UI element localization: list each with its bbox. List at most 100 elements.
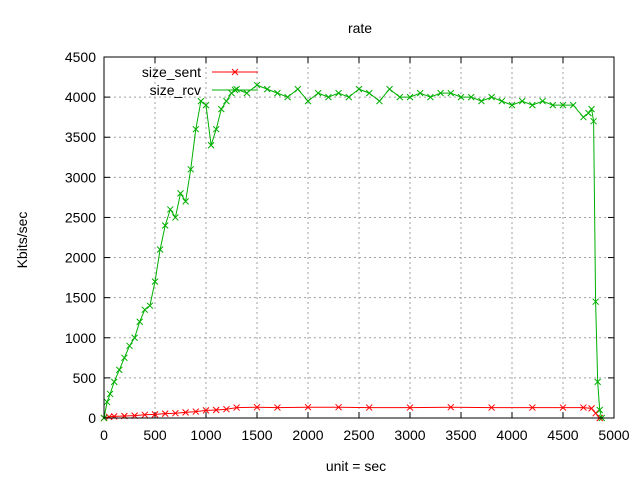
data-point: [115, 366, 123, 374]
data-point: [172, 409, 179, 417]
legend-marker: [231, 68, 239, 76]
data-point: [596, 406, 604, 414]
data-point: [406, 404, 414, 411]
data-point: [146, 302, 154, 310]
data-point: [569, 101, 577, 109]
x-tick-label: 1000: [190, 427, 221, 443]
data-point: [437, 89, 444, 97]
data-point: [325, 93, 332, 101]
data-point: [217, 105, 225, 113]
data-point: [314, 89, 322, 97]
data-point: [126, 342, 133, 350]
y-tick-label: 2000: [65, 250, 96, 266]
data-point: [192, 125, 200, 133]
data-point: [365, 404, 373, 411]
data-point: [335, 89, 342, 97]
data-point: [243, 89, 251, 97]
data-point: [284, 93, 291, 101]
data-point: [121, 354, 128, 362]
data-point: [580, 113, 587, 121]
data-point: [141, 306, 149, 314]
data-point: [457, 93, 465, 101]
x-tick-label: 3500: [445, 427, 476, 443]
data-point: [508, 101, 516, 109]
data-point: [590, 117, 597, 125]
data-point: [263, 85, 271, 93]
data-point: [103, 398, 111, 406]
data-point: [559, 101, 567, 109]
data-point: [355, 85, 363, 93]
data-point: [187, 165, 195, 173]
axis-ticks: 0 500 1000 1500 2000 2500 3000 3500 4000 4500 5000…: [65, 49, 630, 443]
data-point: [396, 93, 404, 101]
data-point: [207, 141, 215, 149]
x-tick-label: 2500: [343, 427, 374, 443]
y-tick-label: 2500: [65, 209, 96, 225]
data-point: [335, 403, 342, 411]
legend: size_sent size_rcv: [142, 64, 258, 98]
x-tick-label: 0: [100, 427, 108, 443]
series-line: [103, 406, 601, 419]
data-point: [529, 101, 536, 109]
x-tick-label: 4500: [547, 427, 578, 443]
data-point: [161, 410, 169, 417]
data-point: [529, 404, 536, 411]
plot-series: [100, 81, 606, 422]
data-point: [233, 404, 240, 411]
data-point: [141, 411, 149, 419]
x-tick-label: 500: [143, 427, 167, 443]
data-point: [177, 190, 184, 197]
data-point: [592, 298, 599, 306]
data-point: [212, 125, 220, 133]
data-point: [594, 378, 602, 386]
data-point: [498, 97, 506, 105]
data-point: [294, 85, 302, 93]
data-point: [592, 409, 599, 417]
y-tick-label: 1000: [65, 330, 96, 346]
x-tick-label: 4000: [496, 427, 527, 443]
data-point: [478, 97, 485, 105]
data-point: [182, 409, 189, 416]
data-point: [304, 403, 312, 411]
data-point: [416, 89, 424, 97]
y-tick-label: 3000: [65, 169, 96, 185]
legend-label: size_rcv: [150, 82, 201, 98]
series-size_rcv: [100, 81, 606, 422]
data-point: [585, 109, 592, 117]
data-point: [202, 407, 210, 414]
data-point: [172, 214, 179, 221]
data-point: [580, 404, 587, 411]
data-point: [274, 404, 281, 411]
data-point: [518, 97, 526, 105]
data-point: [304, 97, 312, 105]
x-axis-label: unit = sec: [326, 458, 386, 474]
data-point: [212, 406, 220, 414]
data-point: [106, 390, 114, 398]
data-point: [467, 93, 475, 101]
data-point: [365, 89, 373, 97]
y-tick-label: 3500: [65, 129, 96, 145]
data-point: [223, 405, 230, 413]
data-point: [376, 97, 383, 105]
grid: [104, 57, 614, 418]
data-point: [447, 403, 455, 411]
data-point: [131, 334, 138, 342]
data-point: [223, 97, 230, 105]
data-point: [151, 411, 159, 418]
data-point: [253, 403, 261, 411]
data-point: [559, 404, 567, 411]
series-line: [103, 84, 603, 419]
data-point: [166, 206, 174, 213]
data-point: [345, 93, 353, 101]
data-point: [427, 93, 434, 101]
data-point: [156, 246, 164, 253]
data-point: [488, 93, 495, 101]
y-tick-label: 4500: [65, 49, 96, 65]
data-point: [386, 85, 393, 93]
data-point: [447, 89, 455, 97]
legend-label: size_sent: [142, 64, 201, 80]
x-tick-label: 3000: [394, 427, 425, 443]
legend-marker: [231, 86, 239, 94]
data-point: [161, 222, 169, 229]
data-point: [192, 408, 200, 415]
